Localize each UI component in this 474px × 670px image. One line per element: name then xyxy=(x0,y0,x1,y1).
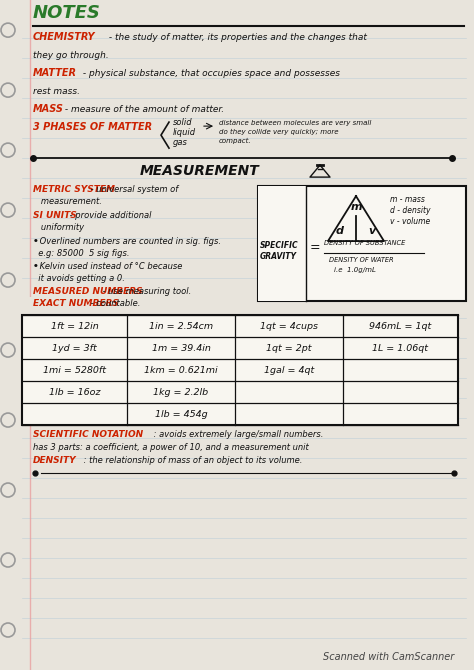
Text: uniformity: uniformity xyxy=(33,223,84,232)
Text: do they collide very quickly; more: do they collide very quickly; more xyxy=(219,129,338,135)
Text: e.g: 85000  5 sig figs.: e.g: 85000 5 sig figs. xyxy=(33,249,129,258)
Text: - the study of matter, its properties and the changes that: - the study of matter, its properties an… xyxy=(106,33,367,42)
Text: METRIC SYSTEM: METRIC SYSTEM xyxy=(33,185,115,194)
Text: d - density: d - density xyxy=(390,206,430,215)
Bar xyxy=(22,315,458,425)
Text: - countable.: - countable. xyxy=(88,299,140,308)
Text: m: m xyxy=(350,202,362,212)
Text: 1mi = 5280ft: 1mi = 5280ft xyxy=(43,366,106,375)
Bar xyxy=(258,186,466,301)
Text: •: • xyxy=(33,237,39,246)
Text: : the relationship of mass of an object to its volume.: : the relationship of mass of an object … xyxy=(81,456,302,465)
Text: 1qt = 4cups: 1qt = 4cups xyxy=(260,322,318,330)
Text: 3 PHASES OF MATTER: 3 PHASES OF MATTER xyxy=(33,122,152,132)
Text: 1m = 39.4in: 1m = 39.4in xyxy=(152,344,210,352)
Bar xyxy=(22,297,458,315)
Text: solid: solid xyxy=(173,118,192,127)
Text: 1qt = 2pt: 1qt = 2pt xyxy=(266,344,312,352)
Text: •: • xyxy=(33,262,39,271)
Text: 1L = 1.06qt: 1L = 1.06qt xyxy=(373,344,428,352)
Text: SCIENTIFIC NOTATION: SCIENTIFIC NOTATION xyxy=(33,430,143,439)
Text: 1lb = 454g: 1lb = 454g xyxy=(155,409,207,419)
Text: distance between molecules are very small: distance between molecules are very smal… xyxy=(219,120,371,126)
Text: MATTER: MATTER xyxy=(33,68,77,78)
Text: NOTES: NOTES xyxy=(33,4,101,22)
Text: Overlined numbers are counted in sig. figs.: Overlined numbers are counted in sig. fi… xyxy=(37,237,221,246)
Text: compact.: compact. xyxy=(219,138,252,144)
Text: DENSITY OF SUBSTANCE: DENSITY OF SUBSTANCE xyxy=(324,240,405,246)
Text: : avoids extremely large/small numbers.: : avoids extremely large/small numbers. xyxy=(151,430,323,439)
Text: SPECIFIC: SPECIFIC xyxy=(260,241,299,250)
Bar xyxy=(258,186,306,301)
Text: 1in = 2.54cm: 1in = 2.54cm xyxy=(149,322,213,330)
Text: rest mass.: rest mass. xyxy=(33,87,80,96)
Text: MASS: MASS xyxy=(33,104,64,114)
Text: Scanned with CamScanner: Scanned with CamScanner xyxy=(323,652,454,662)
Text: - measure of the amount of matter.: - measure of the amount of matter. xyxy=(62,105,224,114)
Text: 946mL = 1qt: 946mL = 1qt xyxy=(369,322,432,330)
Text: DENSITY: DENSITY xyxy=(33,456,77,465)
Text: SI UNITS: SI UNITS xyxy=(33,211,77,220)
Text: 1lb = 16oz: 1lb = 16oz xyxy=(49,387,100,397)
Text: has 3 parts: a coefficient, a power of 10, and a measurement unit: has 3 parts: a coefficient, a power of 1… xyxy=(33,443,309,452)
Text: MEASUREMENT: MEASUREMENT xyxy=(140,164,260,178)
Text: EXACT NUMBERS: EXACT NUMBERS xyxy=(33,299,119,308)
Text: - universal system of: - universal system of xyxy=(88,185,178,194)
Text: DENSITY OF WATER: DENSITY OF WATER xyxy=(329,257,393,263)
Text: CHEMISTRY: CHEMISTRY xyxy=(33,32,95,42)
Text: i.e  1.0g/mL: i.e 1.0g/mL xyxy=(334,267,376,273)
Text: 1yd = 3ft: 1yd = 3ft xyxy=(52,344,97,352)
Text: d: d xyxy=(336,226,344,236)
Text: 1km = 0.621mi: 1km = 0.621mi xyxy=(144,366,218,375)
Text: it avoids getting a 0.: it avoids getting a 0. xyxy=(33,274,125,283)
Text: GRAVITY: GRAVITY xyxy=(260,252,297,261)
Text: - physical substance, that occupies space and possesses: - physical substance, that occupies spac… xyxy=(80,69,340,78)
Text: - use measuring tool.: - use measuring tool. xyxy=(100,287,191,296)
Text: measurement.: measurement. xyxy=(33,197,102,206)
Text: - provide additional: - provide additional xyxy=(67,211,151,220)
Text: 1kg = 2.2lb: 1kg = 2.2lb xyxy=(154,387,209,397)
Text: they go through.: they go through. xyxy=(33,51,109,60)
Text: Kelvin used instead of °C because: Kelvin used instead of °C because xyxy=(37,262,182,271)
Text: v: v xyxy=(368,226,375,236)
Text: v - volume: v - volume xyxy=(390,217,430,226)
Text: gas: gas xyxy=(173,138,188,147)
Text: 1gal = 4qt: 1gal = 4qt xyxy=(264,366,314,375)
Text: liquid: liquid xyxy=(173,128,196,137)
Text: =: = xyxy=(310,241,320,254)
Text: 1ft = 12in: 1ft = 12in xyxy=(51,322,99,330)
Text: m - mass: m - mass xyxy=(390,195,425,204)
Text: MEASURED NUMBERS: MEASURED NUMBERS xyxy=(33,287,143,296)
